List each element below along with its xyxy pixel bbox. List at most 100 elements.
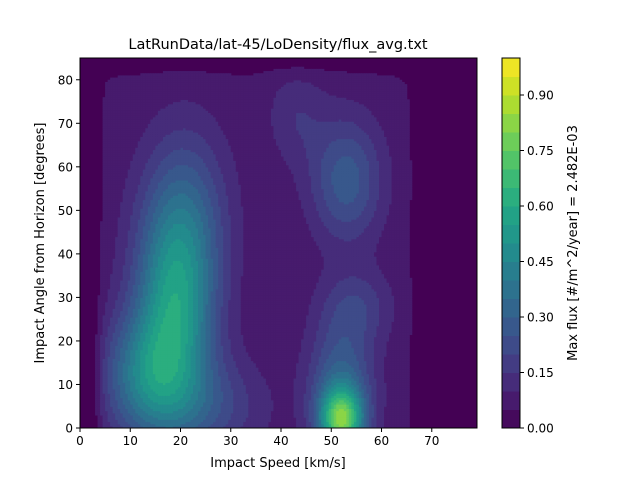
contour-cell: [107, 293, 111, 296]
contour-cell: [135, 280, 139, 283]
contour-cell: [107, 377, 111, 381]
contour-cell: [115, 145, 119, 148]
contour-cell: [117, 236, 121, 240]
contour-cell: [140, 391, 144, 394]
contour-cell: [112, 127, 116, 131]
contour-cell: [147, 129, 151, 133]
contour-cell: [145, 138, 149, 142]
contour-cell: [122, 212, 126, 216]
contour-cell: [107, 247, 111, 251]
contour-cell: [110, 214, 114, 218]
contour-cell: [105, 216, 109, 220]
contour-cell: [117, 288, 121, 292]
contour-cell: [102, 347, 106, 351]
contour-cell: [102, 412, 106, 416]
contour-cell: [125, 203, 129, 207]
contour-cell: [150, 269, 154, 272]
contour-cell: [155, 312, 159, 316]
contour-cell: [115, 234, 119, 238]
contour-cell: [152, 186, 156, 190]
contour-cell: [120, 386, 124, 390]
contour-cell: [102, 190, 106, 194]
contour-cell: [115, 110, 119, 114]
contour-cell: [105, 412, 109, 416]
contour-cell: [127, 153, 131, 157]
contour-cell: [125, 197, 129, 201]
contour-cell: [132, 306, 136, 309]
contour-cell: [150, 221, 154, 225]
contour-cell: [132, 129, 136, 133]
contour-cell: [105, 229, 109, 233]
contour-cell: [117, 312, 121, 316]
contour-cell: [105, 171, 109, 174]
contour-cell: [155, 393, 159, 396]
contour-cell: [142, 214, 146, 218]
contour-cell: [132, 225, 136, 229]
contour-cell: [140, 199, 144, 203]
contour-cell: [132, 362, 136, 366]
contour-cell: [135, 229, 139, 233]
contour-cell: [130, 225, 134, 229]
contour-cell: [125, 99, 129, 103]
contour-cell: [137, 118, 141, 122]
contour-cell: [122, 293, 126, 296]
contour-cell: [122, 158, 126, 161]
contour-cell: [137, 380, 141, 383]
contour-cell: [120, 251, 124, 255]
contour-cell: [117, 192, 121, 196]
contour-cell: [150, 297, 154, 301]
contour-cell: [120, 132, 124, 135]
contour-cell: [135, 251, 139, 255]
contour-cell: [150, 360, 154, 364]
contour-cell: [115, 97, 119, 100]
contour-cell: [142, 101, 146, 105]
contour-cell: [125, 393, 129, 396]
contour-cell: [142, 330, 146, 333]
contour-cell: [132, 223, 136, 227]
contour-cell: [105, 280, 109, 283]
contour-cell: [95, 373, 99, 377]
contour-cell: [140, 334, 144, 338]
contour-cell: [150, 169, 154, 172]
contour-cell: [137, 382, 141, 386]
contour-cell: [120, 382, 124, 386]
contour-cell: [107, 210, 111, 214]
contour-cell: [107, 299, 111, 303]
contour-cell: [155, 362, 159, 366]
contour-cell: [115, 236, 119, 240]
contour-cell: [105, 203, 109, 207]
contour-cell: [147, 73, 151, 77]
contour-cell: [105, 260, 109, 264]
contour-cell: [97, 410, 101, 414]
contour-cell: [155, 325, 159, 329]
contour-cell: [127, 349, 131, 353]
contour-cell: [130, 216, 134, 220]
contour-cell: [107, 155, 111, 159]
contour-cell: [145, 421, 149, 425]
contour-cell: [130, 134, 134, 137]
contour-cell: [110, 251, 114, 255]
contour-cell: [97, 371, 101, 375]
contour-cell: [110, 282, 114, 285]
contour-cell: [125, 147, 129, 151]
contour-cell: [117, 219, 121, 222]
contour-cell: [117, 223, 121, 227]
contour-cell: [140, 332, 144, 336]
contour-cell: [102, 227, 106, 231]
contour-cell: [102, 214, 106, 218]
contour-cell: [132, 197, 136, 201]
contour-cell: [125, 371, 129, 375]
contour-cell: [117, 410, 121, 414]
contour-cell: [142, 177, 146, 181]
contour-cell: [105, 290, 109, 294]
contour-cell: [125, 384, 129, 388]
contour-cell: [150, 92, 154, 96]
contour-cell: [150, 332, 154, 336]
contour-cell: [145, 286, 149, 290]
contour-cell: [122, 243, 126, 246]
contour-cell: [127, 388, 131, 392]
contour-cell: [150, 382, 154, 386]
contour-cell: [127, 179, 131, 183]
contour-cell: [102, 410, 106, 414]
contour-cell: [117, 99, 121, 103]
